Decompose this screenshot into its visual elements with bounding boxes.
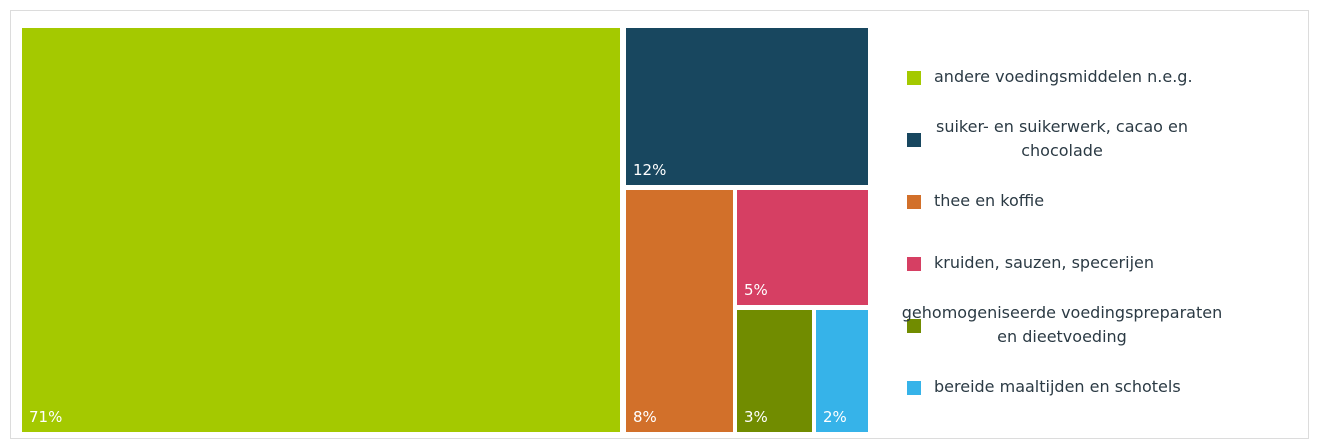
legend-swatch [907,195,921,209]
tile-label-andere-voedingsmiddelen-n-e-g: 71% [29,408,62,426]
tile-label-kruiden-sauzen-specerijen: 5% [744,281,768,299]
legend-swatch [907,71,921,85]
tile-kruiden-sauzen-specerijen[interactable] [737,190,868,305]
tile-bereide-maaltijden-en-schotels[interactable] [816,310,868,432]
tile-gehomogeniseerde-voedingspreparaten-en-dieetvoeding[interactable] [737,310,812,432]
legend-label: en dieetvoeding [997,327,1127,346]
legend-label: andere voedingsmiddelen n.e.g. [934,67,1193,86]
legend-item-thee-en-koffie[interactable]: thee en koffie [907,191,1044,210]
legend-label: chocolade [1021,141,1103,160]
legend-label: thee en koffie [934,191,1044,210]
tile-thee-en-koffie[interactable] [626,190,733,432]
legend-item-gehomogeniseerde-voedingspreparaten-en-dieetvoeding[interactable]: gehomogeniseerde voedingspreparaten en di… [902,303,1222,346]
tile-label-suiker-en-suikerwerk-cacao-en-chocolade: 12% [633,161,666,179]
tile-label-thee-en-koffie: 8% [633,408,657,426]
tile-andere-voedingsmiddelen-n-e-g[interactable] [22,28,620,432]
legend-swatch [907,133,921,147]
legend-item-kruiden-sauzen-specerijen[interactable]: kruiden, sauzen, specerijen [907,253,1154,272]
legend-swatch [907,257,921,271]
treemap-tiles: 71% 12% 8% 5% 3% 2% [22,28,868,432]
legend: andere voedingsmiddelen n.e.g. suiker- en… [902,67,1222,396]
legend-label: suiker- en suikerwerk, cacao en [936,117,1188,136]
legend-swatch [907,319,921,333]
legend-label: kruiden, sauzen, specerijen [934,253,1154,272]
legend-label: bereide maaltijden en schotels [934,377,1181,396]
tile-suiker-en-suikerwerk-cacao-en-chocolade[interactable] [626,28,868,185]
tile-label-bereide-maaltijden-en-schotels: 2% [823,408,847,426]
tile-label-gehomogeniseerde-voedingspreparaten-en-dieetvoeding: 3% [744,408,768,426]
legend-item-andere-voedingsmiddelen-n-e-g[interactable]: andere voedingsmiddelen n.e.g. [907,67,1193,86]
legend-item-suiker-en-suikerwerk-cacao-en-chocolade[interactable]: suiker- en suikerwerk, cacao en chocolade [907,117,1188,160]
legend-label: gehomogeniseerde voedingspreparaten [902,303,1222,322]
legend-item-bereide-maaltijden-en-schotels[interactable]: bereide maaltijden en schotels [907,377,1181,396]
legend-swatch [907,381,921,395]
